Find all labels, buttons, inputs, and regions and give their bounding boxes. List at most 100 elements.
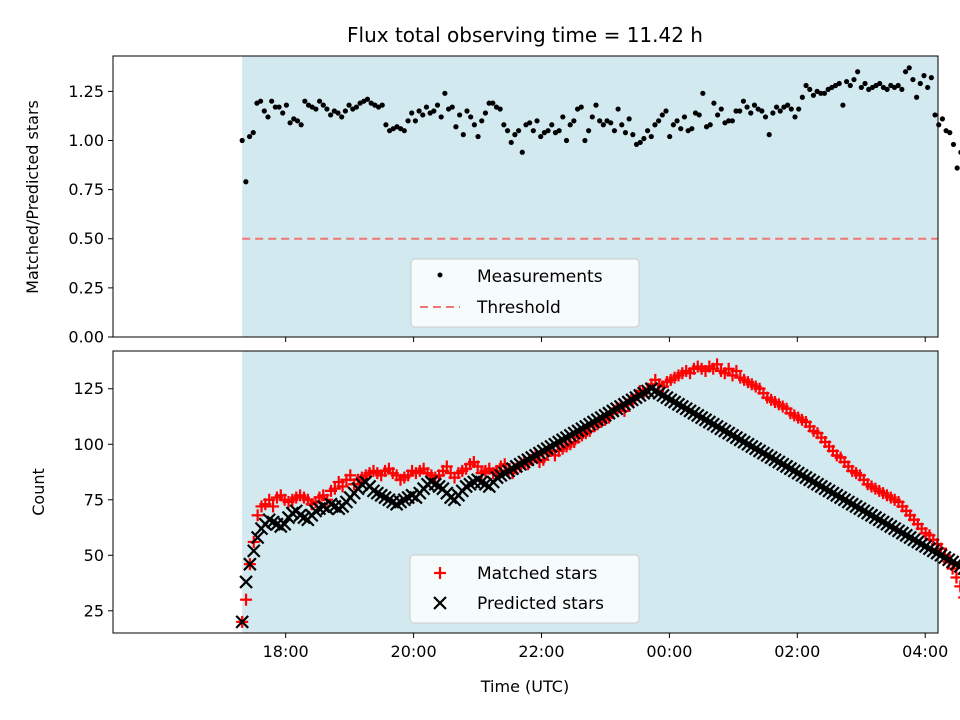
measurement-point [560, 114, 566, 120]
predicted-star-point [617, 397, 632, 412]
top-legend[interactable]: Measurements Threshold [410, 258, 640, 328]
measurement-point [508, 139, 514, 146]
predicted-star-point [737, 435, 751, 449]
predicted-star-point [366, 484, 381, 498]
predicted-star-point [382, 492, 396, 507]
measurement-point [475, 133, 481, 140]
measurement-point [877, 80, 883, 87]
predicted-star-point [768, 453, 782, 467]
measurement-point [667, 133, 673, 140]
top-y-ticks: 0.00 0.25 0.50 0.75 1.00 1.25 [68, 82, 113, 347]
predicted-star-point [517, 455, 531, 469]
measurement-point [910, 76, 916, 83]
predicted-star-point [667, 395, 682, 409]
measurement-point [843, 78, 850, 85]
measurement-point [748, 110, 754, 116]
measurement-point [530, 128, 536, 134]
predicted-star-point [652, 386, 666, 400]
measurement-point [438, 114, 444, 120]
measurement-point [534, 118, 540, 124]
measurement-point [457, 112, 463, 118]
measurement-point [862, 80, 868, 87]
bottom-x-ticks: 18:00 20:00 22:00 00:00 02:00 04:00 [263, 633, 948, 661]
predicted-star-point [428, 477, 443, 492]
predicted-star-point [837, 492, 852, 507]
bottom-legend-box [409, 554, 640, 624]
measurement-point [549, 122, 555, 128]
measurement-point [792, 114, 798, 120]
predicted-star-point [405, 488, 419, 503]
measurement-point [353, 104, 360, 110]
predicted-star-point [806, 475, 821, 489]
predicted-star-point [783, 461, 798, 476]
predicted-star-point [826, 486, 840, 500]
predicted-star-point [463, 477, 477, 492]
predicted-star-point [567, 426, 582, 440]
predicted-star-point [864, 508, 879, 523]
predicted-star-point [918, 539, 933, 554]
predicted-star-point [775, 457, 790, 472]
matched-star-point [267, 500, 280, 513]
measurement-point [582, 137, 588, 144]
predicted-star-point [443, 490, 458, 505]
measurement-point [659, 112, 665, 118]
predicted-star-point [528, 448, 543, 463]
measurement-point [777, 108, 783, 114]
measurement-point [294, 118, 301, 124]
bottom-x-tick-label: 02:00 [774, 642, 820, 661]
bottom-axes-frame [112, 350, 939, 634]
predicted-star-point [606, 404, 620, 418]
measurement-point [324, 106, 330, 112]
measurement-point [545, 128, 551, 134]
measurement-point [950, 141, 957, 148]
predicted-star-point [791, 466, 805, 480]
measurement-point [718, 106, 724, 112]
predicted-star-point [644, 381, 659, 396]
predicted-star-point [818, 481, 832, 496]
predicted-star-point [718, 424, 732, 438]
predicted-star-point [949, 557, 960, 571]
predicted-star-point [513, 457, 527, 472]
bottom-legend[interactable]: Matched stars Predicted stars [409, 554, 640, 624]
bottom-x-tick-label: 20:00 [391, 642, 437, 661]
predicted-star-point [497, 466, 512, 480]
measurements-series [239, 65, 960, 185]
measurement-point [619, 122, 625, 128]
measurement-point [586, 128, 592, 134]
measurement-point [519, 149, 525, 155]
measurement-point [700, 90, 706, 96]
predicted-star-point [679, 401, 693, 416]
measurement-point [928, 75, 934, 81]
predicted-star-point [324, 497, 338, 511]
measurement-point [906, 65, 912, 71]
measurement-point [269, 98, 275, 104]
predicted-star-point [911, 535, 925, 549]
predicted-star-point [899, 528, 914, 543]
measurement-point [316, 98, 323, 104]
predicted-star-point [235, 615, 249, 629]
predicted-star-point [490, 470, 504, 485]
measurement-point [796, 106, 802, 112]
predicted-star-point [285, 506, 300, 520]
predicted-star-point [648, 384, 663, 398]
predicted-star-point [250, 530, 265, 545]
predicted-star-point [779, 459, 794, 474]
predicted-star-point [868, 510, 883, 525]
predicted-star-point [907, 532, 921, 547]
predicted-star-point [941, 552, 956, 567]
predicted-star-point [308, 504, 323, 518]
measurement-point [449, 104, 455, 110]
measurement-point [740, 98, 747, 104]
predicted-star-point [594, 410, 609, 425]
matched-star-point [328, 482, 341, 495]
measurement-point [589, 114, 595, 120]
measurement-point [770, 110, 776, 116]
bottom-y-axis-label: Count [29, 468, 48, 516]
predicted-star-point [687, 406, 701, 420]
measurement-point [571, 118, 577, 124]
measurement-point [914, 94, 920, 100]
predicted-star-point [721, 426, 736, 440]
measurement-point [670, 122, 676, 128]
predicted-star-point [459, 479, 473, 494]
predicted-star-point [772, 455, 786, 469]
